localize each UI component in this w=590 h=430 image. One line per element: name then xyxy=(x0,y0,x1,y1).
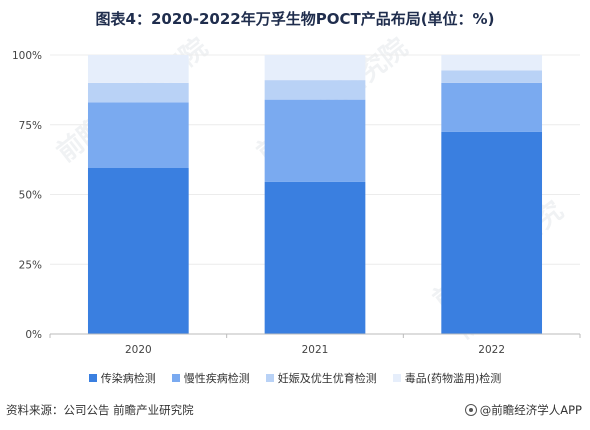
brand-credit: @前瞻经济学人APP xyxy=(464,402,582,418)
y-tick-label: 50% xyxy=(19,190,42,202)
legend-swatch xyxy=(392,374,401,382)
legend: 传染病检测 慢性疾病检测 妊娠及优生优育检测 毒品(药物滥用)检测 xyxy=(0,369,590,387)
bars xyxy=(87,55,543,334)
bar-segment xyxy=(264,99,366,182)
legend-item: 毒品(药物滥用)检测 xyxy=(392,370,502,386)
x-tick-label: 2021 xyxy=(302,344,329,356)
legend-label: 慢性疾病检测 xyxy=(183,372,250,385)
y-tick-label: 0% xyxy=(25,329,42,341)
legend-item: 妊娠及优生优育检测 xyxy=(265,370,377,386)
chart-title: 图表4：2020-2022年万孚生物POCT产品布局(单位：%) xyxy=(95,10,495,28)
bar-segment xyxy=(87,82,189,103)
x-axis: 2020 2021 2022 xyxy=(49,333,581,356)
bar-segment xyxy=(264,181,366,334)
legend-label: 毒品(药物滥用)检测 xyxy=(404,372,502,385)
x-tick-label: 2022 xyxy=(478,344,505,356)
legend-swatch xyxy=(171,374,180,382)
legend-label: 传染病检测 xyxy=(100,372,156,385)
legend-swatch xyxy=(265,374,274,382)
y-axis: 0% 25% 50% 75% 100% xyxy=(12,50,42,341)
y-tick-label: 25% xyxy=(19,259,42,271)
bar-segment xyxy=(87,102,189,168)
bar-segment xyxy=(87,167,189,334)
legend-swatch xyxy=(88,374,97,382)
legend-label: 妊娠及优生优育检测 xyxy=(277,372,377,385)
x-tick-label: 2020 xyxy=(125,344,152,356)
bar-segment xyxy=(441,131,543,334)
bar-segment xyxy=(87,55,189,83)
legend-item: 慢性疾病检测 xyxy=(171,370,250,386)
bar-segment xyxy=(264,80,366,100)
bar-segment xyxy=(441,70,543,83)
brand-text: @前瞻经济学人APP xyxy=(479,403,582,417)
bar-segment xyxy=(441,55,543,71)
brand-logo-icon xyxy=(464,404,477,416)
y-tick-label: 100% xyxy=(12,50,42,62)
bar-segment xyxy=(441,82,543,132)
bar-segment xyxy=(264,55,366,81)
source-note: 资料来源：公司公告 前瞻产业研究院 xyxy=(6,403,194,417)
y-tick-label: 75% xyxy=(19,120,42,132)
legend-item: 传染病检测 xyxy=(88,370,156,386)
